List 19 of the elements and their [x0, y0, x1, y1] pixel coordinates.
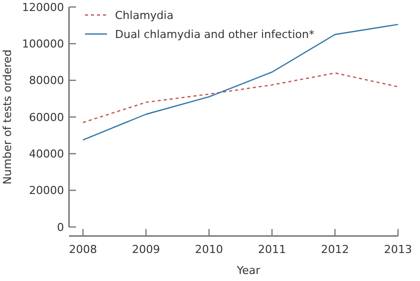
- y-tick-label: 20000: [29, 184, 64, 198]
- y-tick-label: 120000: [22, 0, 64, 14]
- x-tick-label: 2010: [195, 243, 223, 256]
- y-tick-label: 0: [57, 220, 64, 234]
- y-axis-title: Number of tests ordered: [1, 50, 14, 184]
- y-tick-label: 40000: [29, 148, 64, 161]
- x-tick-label: 2012: [321, 243, 349, 256]
- y-tick-label: 100000: [22, 38, 64, 51]
- y-tick-label: 60000: [29, 110, 64, 124]
- x-tick-label: 2013: [384, 243, 412, 256]
- line-series: [82, 72, 399, 124]
- x-tick-label: 2008: [69, 243, 97, 256]
- x-axis-title: Year: [236, 264, 261, 277]
- legend-label: Chlamydia: [115, 8, 174, 22]
- x-tick-label: 2011: [258, 243, 286, 256]
- x-tick-label: 2009: [132, 243, 160, 256]
- y-tick-label: 80000: [29, 74, 64, 88]
- line-series: [82, 24, 399, 141]
- legend-label: Dual chlamydia and other infection*: [115, 28, 315, 41]
